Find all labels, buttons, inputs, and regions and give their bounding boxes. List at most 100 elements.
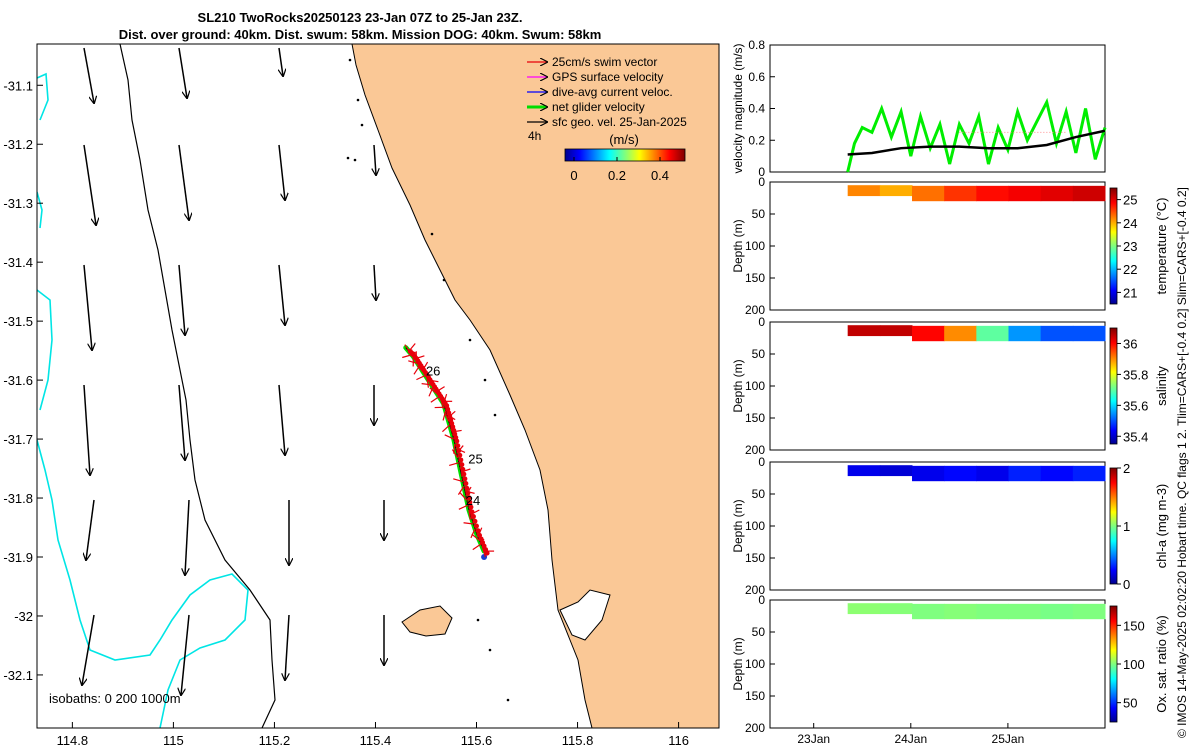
velocity-y-label: velocity magnitude (m/s) [731,43,745,173]
swim-vector [430,396,440,403]
swim-vector [470,528,476,539]
day-label: 26 [426,363,440,378]
islet-dot [360,123,364,127]
islet-dot [430,232,434,236]
swim-vector-head [463,481,469,487]
depth-tick-label: 100 [745,519,765,533]
geo-vector-arrow [285,614,290,680]
copyright-note: © IMOS 14-May-2025 02:02:20 Hobart time.… [1172,60,1192,740]
temperature-cbar-tick-label: 23 [1123,239,1137,254]
swim-vectors [402,343,495,558]
swim-vector-head [407,348,413,354]
depth-tick-label: 100 [745,657,765,671]
swim-vector [416,374,426,381]
depth-tick-label: 200 [745,583,765,597]
svg-text:© IMOS 14-May-2025 02:02:20 Ho: © IMOS 14-May-2025 02:02:20 Hobart time.… [1175,187,1189,738]
salinity-cbar-tick-label: 35.6 [1123,398,1148,413]
geo-vector-arrow [181,614,190,695]
swim-vector [428,386,434,397]
chla-colorbar [1109,467,1118,585]
oxygen-panel-frame [769,599,1106,729]
swim-vector-head [456,448,462,454]
geo-vector-arrow [82,614,95,685]
chla-cbar-tick-label: 2 [1123,461,1130,476]
swim-vector-head [458,457,464,463]
islet-dot [348,58,352,62]
depth-tick-label: 0 [758,175,765,189]
net-velocity-line [846,97,1107,173]
velocity-panel-frame [769,44,1106,173]
geo-vector-arrow [178,144,189,220]
temperature-cbar-label: temperature (°C) [1154,198,1169,295]
geo-vector-arrow [374,144,376,175]
isobath-200 [119,44,276,728]
day-label: 25 [468,452,482,467]
geo-vector-arrow [279,47,283,76]
depth-tick-label: 200 [745,721,765,735]
map-y-tick-label: -31.4 [3,255,33,270]
depth-tick-label: 50 [752,347,766,361]
chla-data-cell [847,465,881,477]
map-x-tick-label: 115.6 [461,733,493,748]
title-line-1: SL210 TwoRocks20250123 23-Jan 07Z to 25-… [197,10,523,25]
geo-vector-arrow [178,47,187,98]
geo-vector-arrow [86,499,95,560]
temperature-colorbar [1109,187,1118,305]
temperature-data-cell [1040,185,1074,202]
geo-vector-arrow [83,264,92,350]
chla-cbar-label: chl-a (mg m-3) [1154,484,1169,569]
map-y-tick-label: -31.2 [3,137,33,152]
salinity-data-cell [1072,325,1106,342]
salinity-cbar-tick-label: 35.4 [1123,429,1148,444]
oxygen-data-cell [879,603,913,615]
land-mass [351,44,719,728]
islet-dot [442,278,446,282]
salinity-data-cell [944,325,977,342]
temperature-y-label: Depth (m) [731,219,745,272]
map-x-axis: 114.8 115 115.2 115.4 115.6 115.8 116 [57,722,689,748]
temperature-data-cell [912,185,945,202]
temperature-data-cell [1072,185,1106,202]
geo-velocity-line [847,129,1106,156]
depth-tick-label: 100 [745,379,765,393]
oxygen-data-cell [944,603,977,620]
map-y-tick-label: -31.6 [3,373,33,388]
temperature-cbar-tick-label: 21 [1123,285,1137,300]
swim-vector [481,547,487,558]
oxygen-cbar-tick-label: 50 [1123,696,1137,711]
legend-item-label: net glider velocity [552,100,645,114]
map-x-tick-label: 116 [668,733,689,748]
swim-vector [444,434,455,440]
swim-vector-head [475,528,481,534]
chla-data-cell [879,465,913,477]
depth-tick-label: 150 [745,411,765,425]
islet-dot [476,618,480,622]
depth-tick-label: 0 [758,455,765,469]
geo-vector-arrow [278,264,285,325]
geo-vector-arrow [83,47,94,103]
islet-dot [468,338,472,342]
velocity-y-tick-label: 0.4 [748,102,765,116]
oxygen-data-cell [847,603,881,615]
map-y-tick-label: -31.7 [3,432,33,447]
map-y-tick-label: -31.9 [3,550,33,565]
velocity-y-tick-label: 0.8 [748,38,765,52]
depth-tick-label: 150 [745,689,765,703]
swim-vector [449,462,459,466]
swim-vector [442,424,451,433]
swim-vector [453,478,464,483]
swim-vector-head [473,523,479,529]
isobaths-label: isobaths: 0 200 1000m [49,691,181,706]
depth-tick-label: 0 [758,593,765,607]
temperature-panel-frame [769,181,1106,311]
geo-vector-arrow [278,384,285,455]
salinity-colorbar [1109,327,1118,445]
title-line-2: Dist. over ground: 40km. Dist. swum: 58k… [118,27,602,42]
chla-data-cell [1040,465,1074,482]
islet-dot [488,648,492,652]
swim-vector-head [477,532,483,538]
salinity-data-cell [1008,325,1042,342]
swim-vector [413,365,420,375]
temperature-data-cell [944,185,977,202]
